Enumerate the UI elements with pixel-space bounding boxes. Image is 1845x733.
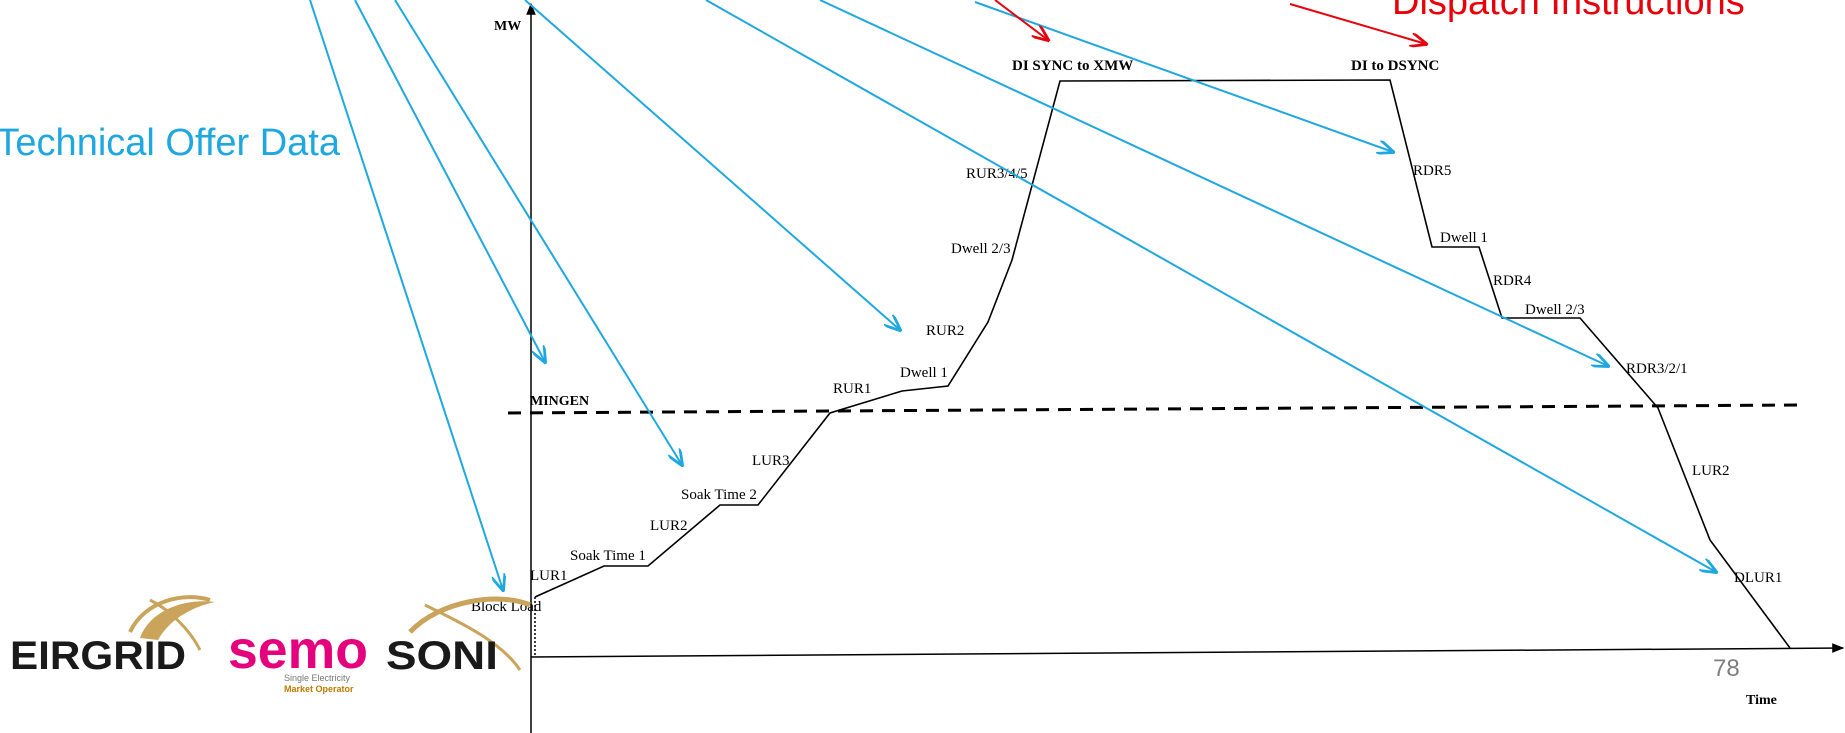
- x-axis: [530, 643, 1845, 658]
- arrow-to-di-to-dsync: [1289, 3, 1426, 44]
- unit-mw-profile: [534, 79, 1791, 649]
- arrow-to-dlur1: [705, 0, 1716, 572]
- label-rdr5: RDR5: [1413, 163, 1451, 179]
- label-rdr4: RDR4: [1493, 273, 1532, 289]
- label-dwell-1-up: Dwell 1: [900, 365, 948, 381]
- soni-globe-swoosh: [408, 596, 531, 634]
- semo-logo-text: semo: [228, 620, 368, 680]
- label-lur2: LUR2: [650, 518, 688, 534]
- label-rur1: RUR1: [833, 381, 871, 397]
- label-lur1: LUR1: [530, 568, 568, 584]
- label-dwell-23-up: Dwell 2/3: [951, 241, 1011, 257]
- label-rdr321: RDR3/2/1: [1626, 361, 1688, 377]
- slide-number: 78: [1713, 655, 1740, 682]
- label-lur3: LUR3: [752, 453, 790, 469]
- eirgrid-globe-swoosh: [140, 601, 215, 640]
- arrow-to-block-load: [309, 0, 503, 590]
- soni-logo: SONI: [386, 596, 531, 678]
- arrow-to-rdr321: [819, 0, 1608, 366]
- label-rur345: RUR3/4/5: [966, 166, 1028, 182]
- mingen-label: MINGEN: [530, 394, 589, 409]
- dispatch-instruction-arrows: [994, 0, 1426, 44]
- arrow-to-lur3: [394, 0, 682, 465]
- technical-offer-arrows: [309, 0, 1716, 590]
- label-di-to-dsync: DI to DSYNC: [1351, 58, 1439, 74]
- label-dwell-23-down: Dwell 2/3: [1525, 302, 1585, 318]
- y-axis-label: MW: [494, 19, 521, 34]
- soni-logo-text: SONI: [386, 634, 498, 678]
- arrow-to-lur1: [354, 0, 545, 362]
- label-dwell-1-down: Dwell 1: [1440, 230, 1488, 246]
- dispatch-instructions-title: Dispatch Instructions: [1392, 0, 1745, 23]
- label-dlur1: DLUR1: [1734, 570, 1782, 586]
- x-axis-label: Time: [1746, 693, 1777, 708]
- mingen-line: [507, 403, 1801, 415]
- technical-offer-data-title: Technical Offer Data: [0, 122, 341, 164]
- semo-subtitle-1: Single Electricity: [284, 673, 351, 683]
- label-soak-time-2: Soak Time 2: [681, 487, 757, 503]
- label-soak-time-1: Soak Time 1: [570, 548, 646, 564]
- semo-logo: semo Single Electricity Market Operator: [228, 620, 368, 694]
- semo-subtitle-2: Market Operator: [284, 684, 354, 694]
- eirgrid-logo: EIRGRID: [10, 595, 215, 678]
- label-lur2-down: LUR2: [1692, 463, 1730, 479]
- arrow-to-di-sync: [994, 0, 1048, 40]
- eirgrid-logo-text: EIRGRID: [10, 634, 186, 678]
- label-rur2: RUR2: [926, 323, 964, 339]
- label-di-sync: DI SYNC to XMW: [1012, 58, 1133, 74]
- arrow-to-rur1: [524, 0, 900, 330]
- arrow-to-rdr5: [974, 1, 1393, 152]
